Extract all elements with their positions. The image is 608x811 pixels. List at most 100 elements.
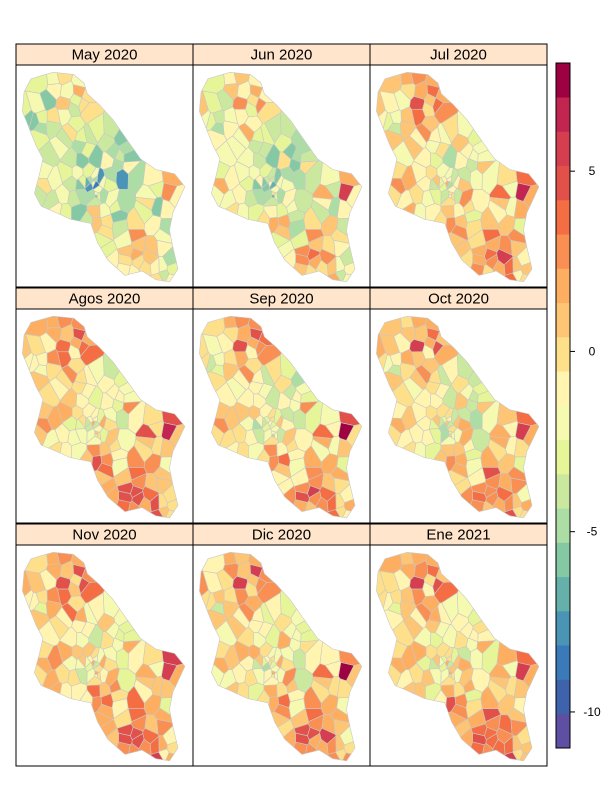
municipality — [233, 552, 251, 566]
municipality — [150, 509, 164, 518]
municipality — [487, 678, 508, 704]
municipality — [233, 316, 251, 329]
municipality — [308, 491, 322, 507]
municipality — [206, 371, 227, 392]
municipality — [269, 175, 275, 183]
municipality — [263, 205, 278, 219]
municipality — [248, 619, 264, 633]
municipality — [392, 640, 408, 659]
municipality — [388, 423, 402, 446]
municipality — [133, 438, 154, 463]
municipality — [520, 262, 533, 276]
region-map — [22, 551, 186, 762]
municipality — [343, 741, 356, 755]
municipality — [411, 640, 427, 663]
municipality — [379, 570, 400, 594]
municipality — [446, 175, 452, 183]
municipality — [100, 239, 118, 259]
municipality — [431, 414, 441, 429]
municipality — [431, 653, 441, 669]
municipality — [248, 381, 264, 395]
municipality — [410, 72, 428, 86]
municipality — [507, 466, 527, 482]
municipality — [116, 723, 134, 737]
municipality — [86, 684, 101, 698]
municipality — [71, 381, 87, 395]
colorbar-tick-label: 5 — [589, 164, 596, 178]
colorbar-segment — [556, 679, 570, 715]
panel-title: May 2020 — [72, 47, 138, 64]
panel-title: Jul 2020 — [430, 47, 487, 64]
municipality — [123, 629, 143, 643]
municipality — [153, 228, 173, 244]
municipality — [57, 160, 73, 184]
municipality — [485, 253, 499, 270]
municipality — [411, 401, 427, 424]
municipality — [269, 415, 275, 422]
region-map — [22, 315, 186, 519]
municipality — [327, 509, 341, 518]
municipality — [86, 205, 101, 219]
municipality — [263, 684, 278, 698]
colorbar-segment — [556, 508, 570, 543]
municipality — [263, 668, 273, 685]
municipality — [440, 668, 450, 685]
municipality — [383, 609, 404, 631]
municipality — [277, 239, 295, 259]
municipality — [410, 552, 428, 566]
municipality — [333, 719, 351, 737]
municipality — [501, 420, 519, 438]
municipality — [81, 87, 98, 103]
map-panel: Jul 2020 — [369, 43, 548, 288]
municipality — [166, 262, 179, 276]
colorbar-segment — [556, 611, 570, 646]
municipality — [435, 566, 452, 583]
municipality — [153, 466, 173, 482]
municipality — [86, 668, 96, 685]
colorbar-tick-label: -5 — [587, 525, 598, 539]
municipality — [379, 333, 400, 356]
municipality — [81, 330, 98, 346]
municipality — [470, 723, 488, 737]
municipality — [333, 239, 351, 257]
municipality — [383, 129, 404, 151]
municipality — [92, 415, 98, 422]
municipality — [131, 491, 145, 507]
colorbar-segment — [556, 645, 570, 680]
municipality — [215, 160, 231, 179]
municipality — [57, 401, 73, 424]
colorbar-tick-label: -10 — [583, 705, 601, 719]
municipality — [248, 139, 264, 154]
municipality — [440, 435, 457, 446]
municipality — [263, 428, 273, 444]
municipality — [77, 653, 87, 669]
municipality — [100, 477, 118, 496]
region-map — [22, 71, 186, 283]
municipality — [388, 663, 402, 687]
municipality — [343, 498, 356, 512]
municipality — [206, 129, 227, 151]
municipality — [410, 316, 428, 329]
municipality — [446, 415, 452, 422]
municipality — [77, 414, 87, 429]
municipality — [147, 420, 165, 438]
municipality — [92, 654, 98, 662]
municipality — [440, 444, 455, 457]
municipality — [156, 719, 174, 737]
municipality — [510, 239, 528, 257]
municipality — [131, 253, 145, 270]
municipality — [327, 272, 341, 282]
municipality — [425, 619, 441, 633]
map-panel: Oct 2020 — [369, 287, 548, 524]
municipality — [77, 174, 87, 189]
colorbar-segment — [556, 439, 570, 475]
colorbar-segment — [556, 542, 570, 578]
municipality — [215, 640, 231, 659]
municipality — [202, 333, 223, 356]
municipality — [330, 466, 350, 482]
municipality — [435, 330, 452, 346]
municipality — [86, 444, 101, 457]
municipality — [333, 477, 351, 494]
municipality — [477, 629, 497, 643]
colorbar-segment — [556, 302, 570, 338]
